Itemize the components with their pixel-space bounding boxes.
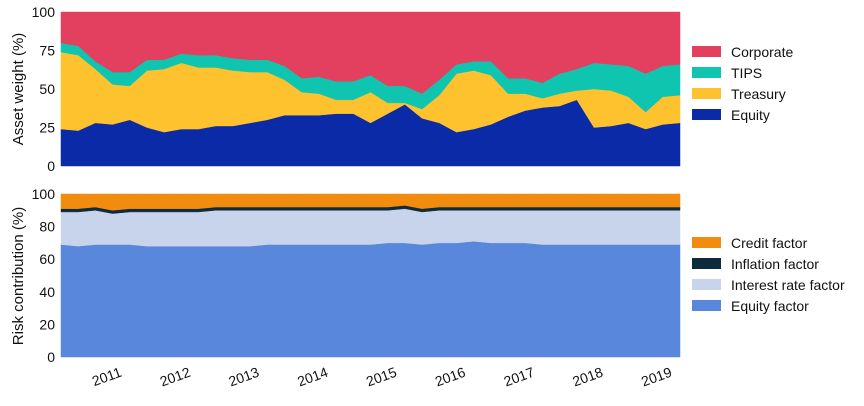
risk-contribution-legend-swatch-inflation-factor — [692, 258, 721, 269]
risk-contribution-legend-label-inflation-factor: Inflation factor — [731, 256, 819, 272]
risk-contribution-y-axis-title: Risk contribution (%) — [10, 207, 27, 345]
risk-contribution-area-equity-factor — [60, 241, 681, 358]
risk-contribution-legend-label-interest-rate-factor: Interest rate factor — [731, 277, 845, 293]
risk-contribution-y-tick-label: 100 — [32, 186, 56, 202]
x-tick-label: 2014 — [295, 364, 330, 390]
risk-contribution-y-tick-label: 0 — [47, 349, 55, 365]
risk-contribution-area-credit-factor — [60, 193, 681, 211]
x-tick-label: 2011 — [90, 364, 124, 389]
asset-weight-panel: 0 25 50 75 100 Asset weight (%) Corporate TIP… — [10, 4, 793, 174]
risk-contribution-legend-swatch-equity-factor — [692, 300, 721, 311]
asset-weight-legend-label-equity: Equity — [731, 107, 770, 123]
asset-weight-areas — [60, 11, 681, 167]
asset-weight-legend-label-treasury: Treasury — [731, 86, 786, 102]
risk-contribution-area-interest-rate-factor — [60, 208, 681, 247]
x-axis-ticks: 2011 2012 2013 2014 2015 2016 2017 2018 2019 — [90, 364, 674, 390]
x-tick-label: 2019 — [639, 364, 674, 390]
asset-weight-y-tick-label: 100 — [32, 4, 56, 20]
asset-weight-legend-swatch-equity — [692, 109, 721, 120]
risk-contribution-legend-label-credit-factor: Credit factor — [731, 235, 808, 251]
asset-weight-y-tick-label: 0 — [47, 158, 55, 174]
risk-contribution-areas — [60, 193, 681, 358]
x-tick-label: 2018 — [570, 364, 605, 390]
x-tick-label: 2013 — [226, 364, 261, 390]
risk-contribution-legend-swatch-credit-factor — [692, 237, 721, 248]
asset-weight-y-tick-label: 75 — [39, 43, 55, 59]
risk-contribution-panel: 0 20 40 60 80 100 Risk contribution (%) Credi… — [10, 186, 845, 365]
asset-weight-legend: Corporate TIPS Treasury Equity — [692, 44, 793, 123]
risk-contribution-y-tick-label: 40 — [39, 284, 55, 300]
asset-weight-legend-label-corporate: Corporate — [731, 44, 793, 60]
risk-contribution-legend-label-equity-factor: Equity factor — [731, 298, 809, 314]
x-tick-label: 2016 — [433, 364, 468, 390]
asset-weight-y-ticks: 0 25 50 75 100 — [32, 4, 56, 174]
asset-weight-area-corporate — [60, 11, 681, 94]
risk-contribution-legend: Credit factor Inflation factor Interest ra… — [692, 235, 845, 314]
x-tick-label: 2017 — [502, 364, 537, 390]
risk-contribution-y-tick-label: 60 — [39, 251, 55, 267]
asset-weight-y-tick-label: 50 — [39, 81, 55, 97]
risk-contribution-y-ticks: 0 20 40 60 80 100 — [32, 186, 56, 365]
asset-weight-y-axis-title: Asset weight (%) — [10, 33, 27, 146]
risk-contribution-y-tick-label: 80 — [39, 219, 55, 235]
asset-weight-legend-swatch-treasury — [692, 88, 721, 99]
x-tick-label: 2015 — [364, 364, 399, 390]
asset-weight-legend-label-tips: TIPS — [731, 65, 762, 81]
asset-weight-legend-swatch-tips — [692, 67, 721, 78]
asset-weight-y-tick-label: 25 — [39, 120, 55, 136]
x-tick-label: 2012 — [158, 364, 193, 390]
risk-contribution-y-tick-label: 20 — [39, 316, 55, 332]
asset-weight-legend-swatch-corporate — [692, 46, 721, 57]
risk-contribution-legend-swatch-interest-rate-factor — [692, 279, 721, 290]
